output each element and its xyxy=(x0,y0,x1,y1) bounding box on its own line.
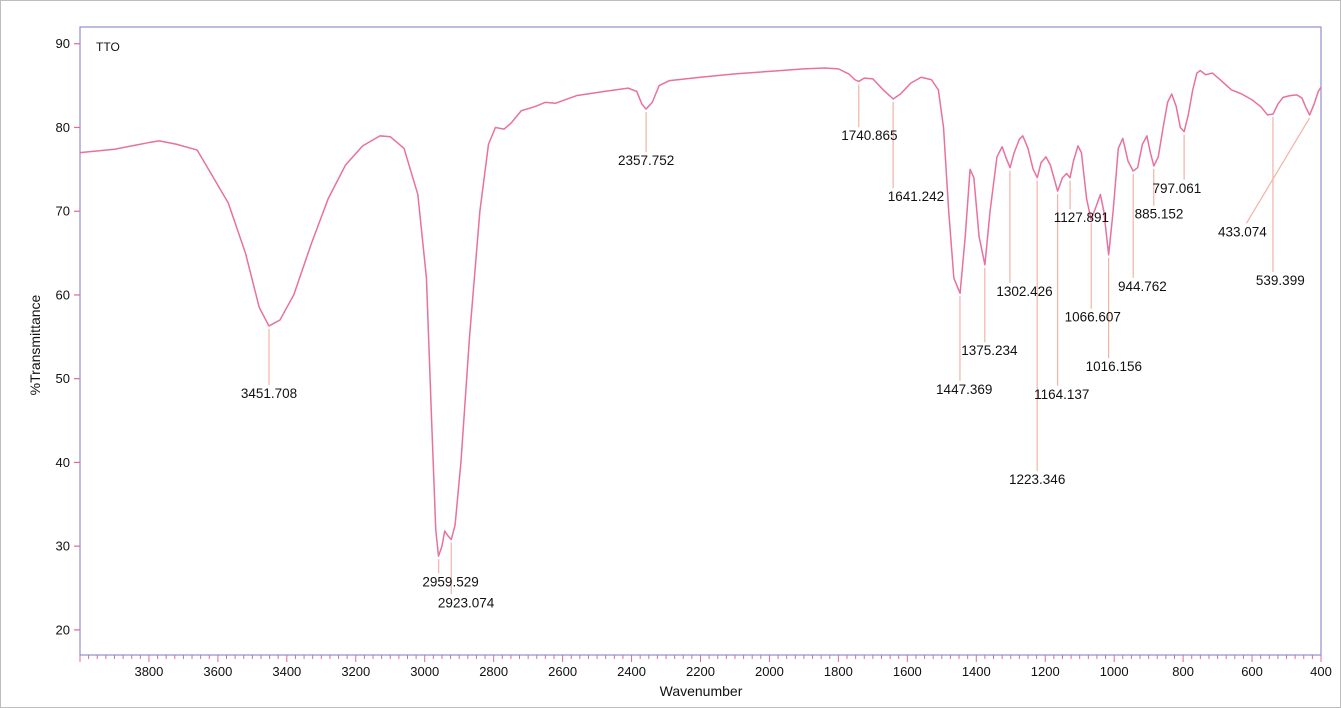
peak-label: 1740.865 xyxy=(841,128,897,143)
y-tick-label: 60 xyxy=(56,287,70,302)
x-tick-label: 3400 xyxy=(272,664,301,679)
peak-label: 539.399 xyxy=(1256,273,1305,288)
peak-label: 1066.607 xyxy=(1065,310,1121,325)
y-tick-label: 50 xyxy=(56,371,70,386)
y-tick-label: 40 xyxy=(56,455,70,470)
y-tick-label: 30 xyxy=(56,539,70,554)
peak-leader-line xyxy=(1245,117,1311,224)
x-tick-label: 2600 xyxy=(548,664,577,679)
x-tick-label: 2000 xyxy=(755,664,784,679)
x-tick-label: 2400 xyxy=(617,664,646,679)
x-tick-label: 2800 xyxy=(479,664,508,679)
x-axis: 3800 3600 3400 3200 3000 2800 2600 2400 2200 2000… xyxy=(79,655,1332,679)
spectrum-line xyxy=(79,67,1322,557)
y-tick-label: 70 xyxy=(56,204,70,219)
x-tick-label: 3800 xyxy=(134,664,163,679)
x-tick-label: 3200 xyxy=(341,664,370,679)
peak-labels: 3451.708 2959.529 2923.074 2357.752 1740.865… xyxy=(241,128,1305,610)
plot-frame xyxy=(79,26,1322,656)
peak-label: 2923.074 xyxy=(438,595,495,610)
peak-label: 1016.156 xyxy=(1086,359,1142,374)
peak-label: 1302.426 xyxy=(996,284,1052,299)
x-tick-label: 3600 xyxy=(203,664,232,679)
x-tick-label: 800 xyxy=(1172,664,1194,679)
x-tick-label: 2200 xyxy=(686,664,715,679)
peak-label: 1164.137 xyxy=(1034,387,1089,402)
peak-label: 2357.752 xyxy=(618,153,674,168)
peak-label: 1641.242 xyxy=(888,189,944,204)
x-tick-label: 1200 xyxy=(1031,664,1060,679)
x-tick-label: 1400 xyxy=(962,664,991,679)
y-axis: 20 30 40 50 60 70 80 90 xyxy=(56,36,80,637)
peak-label: 944.762 xyxy=(1118,279,1167,294)
peak-label: 3451.708 xyxy=(241,386,297,401)
y-tick-label: 90 xyxy=(56,36,70,51)
x-tick-label: 1000 xyxy=(1100,664,1129,679)
x-tick-label: 600 xyxy=(1241,664,1263,679)
peak-label: 1127.891 xyxy=(1054,210,1109,225)
peak-label: 1447.369 xyxy=(936,382,992,397)
x-tick-label: 3000 xyxy=(410,664,439,679)
peak-label: 433.074 xyxy=(1218,224,1267,239)
y-tick-label: 20 xyxy=(56,622,70,637)
peak-label: 1223.346 xyxy=(1009,472,1065,487)
x-tick-label: 1800 xyxy=(824,664,853,679)
x-tick-label: 1600 xyxy=(893,664,922,679)
y-axis-title: %Transmittance xyxy=(27,294,43,395)
legend-label: TTO xyxy=(96,40,120,54)
peak-label: 797.061 xyxy=(1152,181,1201,196)
x-tick-label: 400 xyxy=(1310,664,1332,679)
y-tick-label: 80 xyxy=(56,120,70,135)
x-axis-title: Wavenumber xyxy=(660,683,743,699)
peak-leader-lines xyxy=(268,84,1311,595)
peak-label: 885.152 xyxy=(1135,207,1184,222)
peak-label: 2959.529 xyxy=(422,574,478,589)
peak-label: 1375.234 xyxy=(961,343,1018,358)
